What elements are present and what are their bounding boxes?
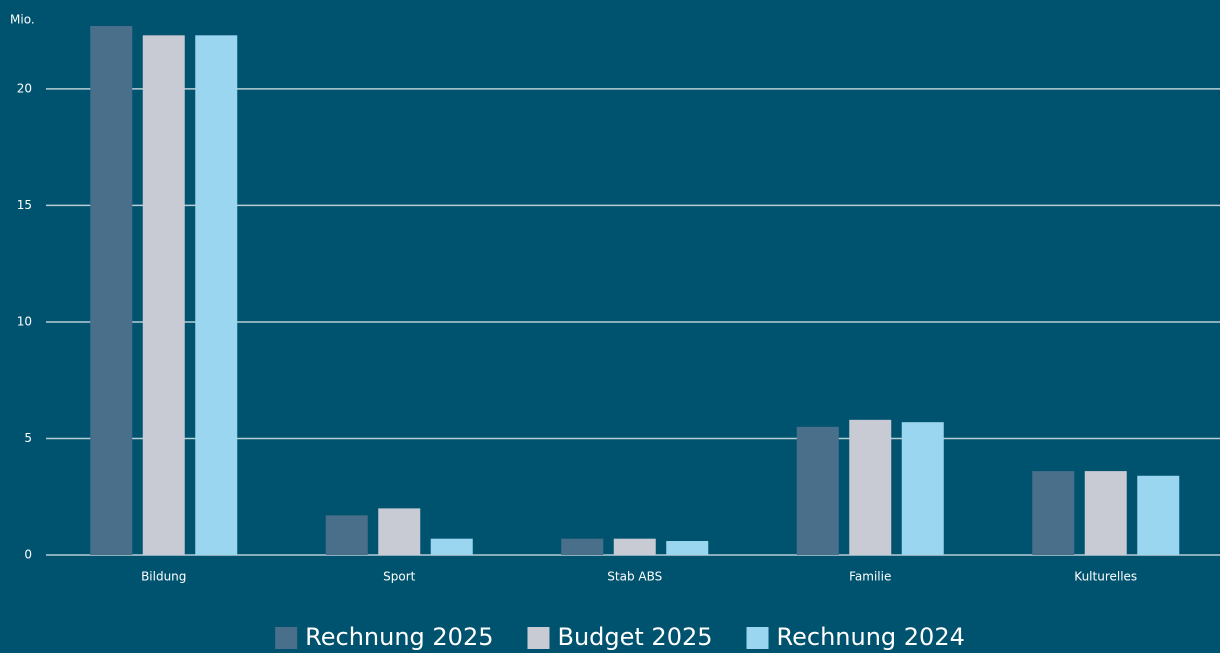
bar bbox=[796, 426, 839, 555]
bar bbox=[90, 25, 133, 555]
x-tick-label: Familie bbox=[849, 570, 891, 584]
legend-label: Rechnung 2024 bbox=[777, 623, 965, 651]
x-tick-label: Bildung bbox=[141, 570, 186, 584]
bar bbox=[1137, 475, 1180, 555]
legend: Rechnung 2025 Budget 2025 Rechnung 2024 bbox=[275, 623, 965, 651]
legend-swatch bbox=[275, 627, 298, 649]
y-axis-label: Mio. bbox=[10, 13, 35, 27]
bar bbox=[430, 538, 473, 555]
y-tick-label: 0 bbox=[24, 548, 32, 562]
bar bbox=[561, 538, 604, 555]
legend-swatch bbox=[746, 627, 769, 649]
y-tick-label: 10 bbox=[17, 314, 32, 328]
bar bbox=[142, 35, 185, 555]
bar bbox=[1084, 471, 1127, 555]
x-tick-label: Stab ABS bbox=[607, 570, 662, 584]
bar bbox=[378, 508, 421, 555]
bar bbox=[325, 515, 368, 555]
bar bbox=[195, 35, 238, 555]
bar bbox=[613, 538, 656, 555]
x-tick-label: Kulturelles bbox=[1074, 570, 1137, 584]
bar bbox=[849, 419, 892, 555]
bar bbox=[901, 422, 944, 555]
y-tick-label: 5 bbox=[24, 431, 32, 445]
x-tick-label: Sport bbox=[383, 570, 416, 584]
bar bbox=[666, 541, 709, 555]
y-tick-label: 20 bbox=[17, 81, 32, 95]
legend-label: Budget 2025 bbox=[557, 623, 712, 651]
legend-swatch bbox=[527, 627, 550, 649]
legend-label: Rechnung 2025 bbox=[305, 623, 493, 651]
bar bbox=[1032, 471, 1075, 555]
y-tick-label: 15 bbox=[17, 198, 32, 212]
